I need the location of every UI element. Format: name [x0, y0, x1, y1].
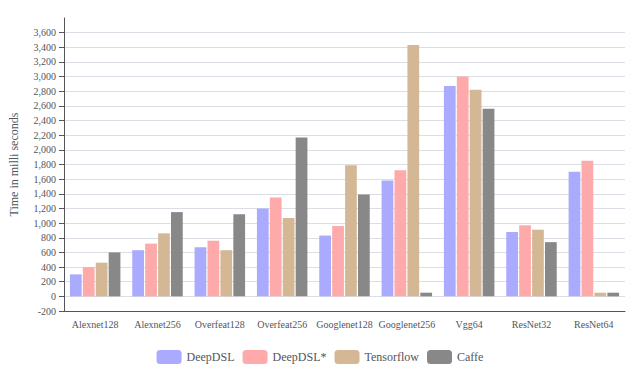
- svg-text:1,400: 1,400: [34, 188, 57, 199]
- svg-text:Alexnet128: Alexnet128: [72, 319, 119, 330]
- svg-text:3,000: 3,000: [34, 71, 57, 82]
- svg-text:Time in milli seconds: Time in milli seconds: [7, 112, 21, 216]
- svg-text:0: 0: [51, 291, 56, 302]
- svg-text:1,200: 1,200: [34, 203, 57, 214]
- svg-text:3,400: 3,400: [34, 42, 57, 53]
- svg-text:3,200: 3,200: [34, 56, 57, 67]
- svg-text:Googlenet128: Googlenet128: [316, 319, 373, 330]
- svg-text:800: 800: [41, 232, 56, 243]
- svg-text:-200: -200: [38, 306, 56, 317]
- svg-text:200: 200: [41, 276, 56, 287]
- svg-text:2,000: 2,000: [34, 144, 57, 155]
- svg-text:2,600: 2,600: [34, 100, 57, 111]
- svg-text:Caffe: Caffe: [457, 350, 483, 364]
- svg-text:2,400: 2,400: [34, 115, 57, 126]
- svg-text:3,600: 3,600: [34, 27, 57, 38]
- svg-text:ResNet64: ResNet64: [574, 319, 613, 330]
- svg-text:Tensorflow: Tensorflow: [365, 350, 420, 364]
- svg-text:2,200: 2,200: [34, 130, 57, 141]
- svg-text:DeepDSL*: DeepDSL*: [273, 350, 327, 364]
- svg-text:1,600: 1,600: [34, 174, 57, 185]
- svg-text:1,800: 1,800: [34, 159, 57, 170]
- svg-text:2,800: 2,800: [34, 86, 57, 97]
- svg-text:Overfeat128: Overfeat128: [195, 319, 245, 330]
- svg-text:Googlenet256: Googlenet256: [379, 319, 436, 330]
- svg-text:Vgg64: Vgg64: [456, 319, 483, 330]
- svg-text:Alexnet256: Alexnet256: [134, 319, 181, 330]
- svg-text:DeepDSL: DeepDSL: [187, 350, 235, 364]
- svg-text:1,000: 1,000: [34, 218, 57, 229]
- svg-text:400: 400: [41, 262, 56, 273]
- svg-text:ResNet32: ResNet32: [512, 319, 551, 330]
- svg-text:600: 600: [41, 247, 56, 258]
- svg-text:Overfeat256: Overfeat256: [257, 319, 307, 330]
